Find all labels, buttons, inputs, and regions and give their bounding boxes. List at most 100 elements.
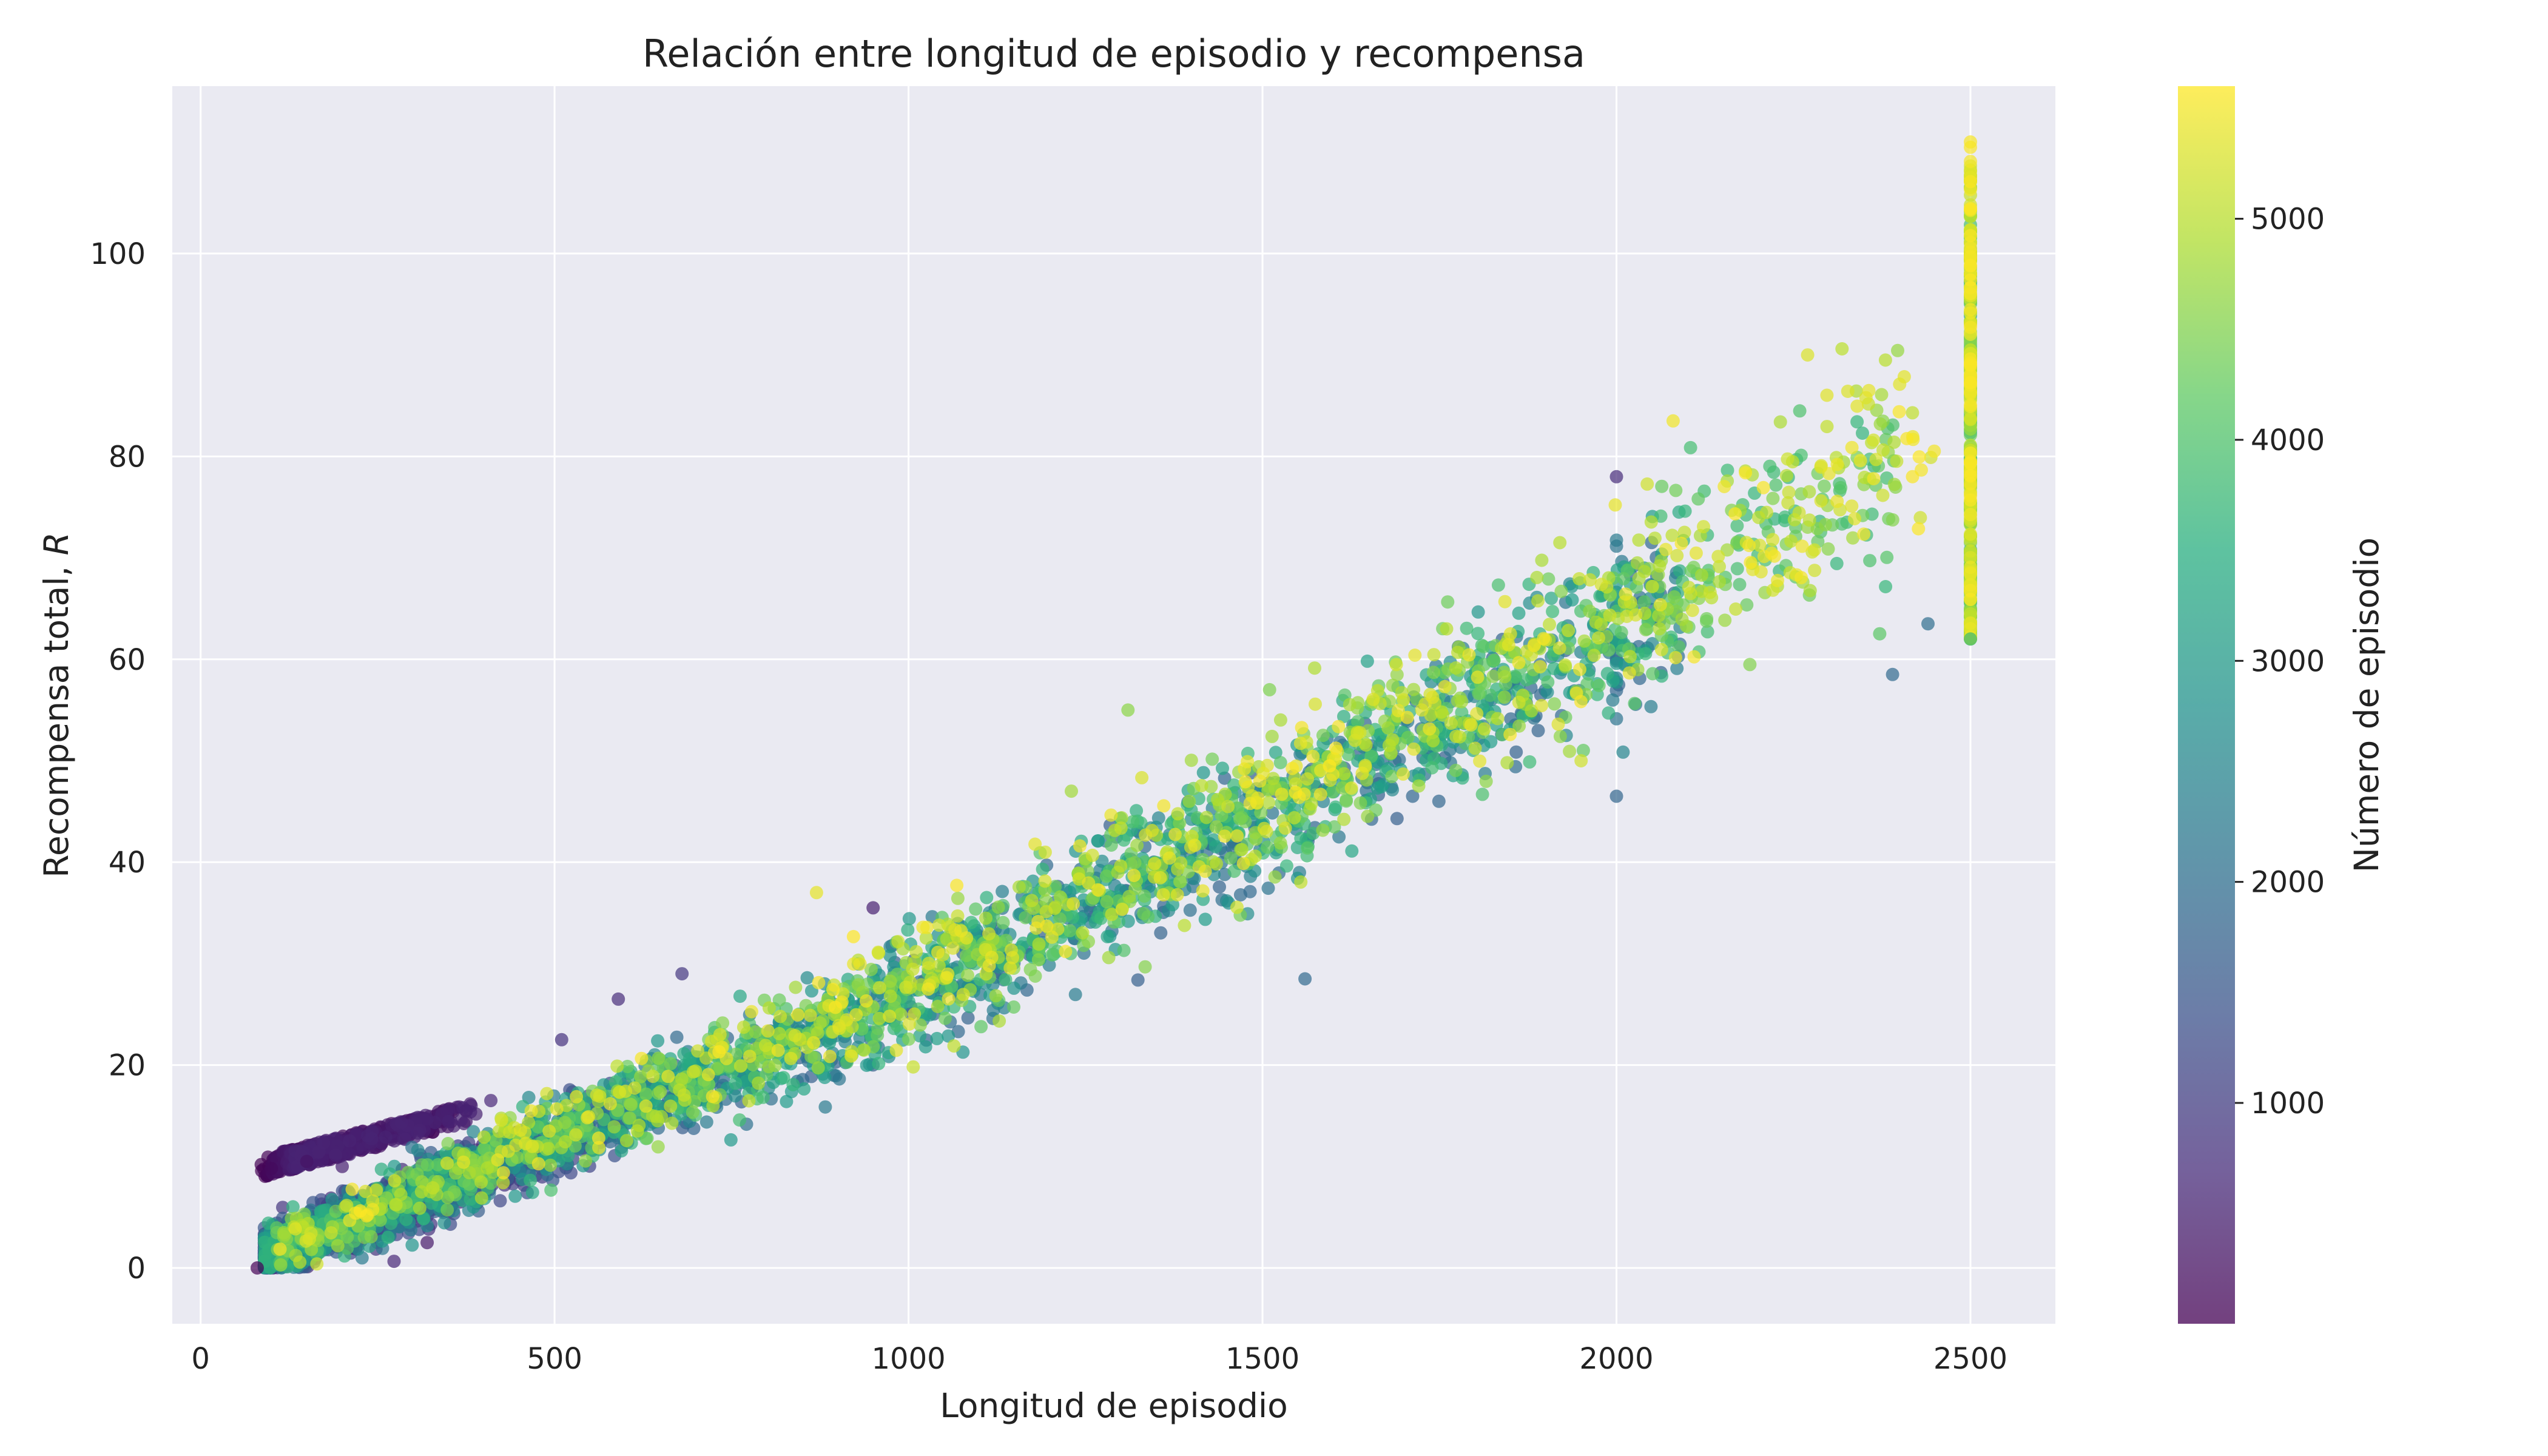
data-point [1279,859,1293,873]
data-point [1875,388,1889,402]
data-point [965,915,978,929]
data-point [621,1059,635,1073]
data-point [387,1255,401,1269]
data-point [1326,785,1340,799]
data-point [467,1125,480,1139]
data-point [1091,834,1105,848]
data-point [807,1051,821,1065]
data-point [1531,724,1545,738]
data-point [1406,789,1420,803]
data-point [1669,484,1683,497]
data-point [467,1153,481,1167]
data-point [1655,479,1669,493]
data-point [1576,744,1590,757]
data-point [484,1176,497,1190]
data-point [1654,509,1668,523]
data-point [286,1200,300,1214]
data-point [1007,981,1021,995]
data-point [462,1165,476,1179]
data-point [1211,793,1225,806]
data-point [871,1022,885,1036]
data-point [1684,440,1697,454]
data-point [1265,729,1279,743]
data-point [1472,687,1486,701]
data-point [1262,796,1276,810]
data-point [1850,415,1864,429]
data-point [1385,769,1399,783]
data-point [1181,865,1195,878]
data-point [918,1040,932,1054]
data-point [1032,937,1046,951]
data-point [1332,830,1346,844]
data-point [428,1116,442,1130]
data-point [1673,564,1687,578]
data-point [930,1031,944,1045]
data-point [1793,404,1807,418]
data-point [343,1134,357,1148]
data-point [1835,517,1849,531]
data-point [1491,578,1505,592]
data-point [1523,755,1537,769]
data-point [651,1140,665,1154]
data-point [1479,774,1493,788]
data-point [440,1104,454,1117]
data-point [1802,485,1816,499]
data-point [442,1114,456,1128]
data-point [1713,575,1727,588]
data-point [1818,479,1831,493]
data-point [1053,912,1067,926]
data-point [1095,854,1109,868]
data-point [777,1071,790,1085]
data-point [1773,415,1787,429]
data-point [1530,570,1544,584]
data-point [1166,898,1179,912]
data-point [1769,478,1783,492]
data-point [1063,924,1077,938]
data-point [1213,880,1226,894]
data-point [1637,595,1651,609]
data-point [413,1124,426,1138]
data-point [961,968,974,982]
data-point [1117,943,1131,957]
data-point [733,989,747,1003]
data-point [1879,580,1893,593]
data-point [902,1032,915,1046]
data-point [1639,622,1653,636]
data-point [818,1100,832,1114]
data-point [1856,426,1869,440]
data-point [1639,647,1653,661]
data-point [1045,948,1059,962]
data-point [1128,856,1142,870]
data-point [974,1020,988,1034]
data-point [1173,875,1187,889]
plot-area [172,86,2055,1324]
data-point [960,948,973,962]
data-point [1694,568,1708,582]
data-point [1455,695,1469,709]
data-point [894,1008,908,1022]
data-point [1441,595,1455,609]
data-point [1360,654,1374,668]
data-point [1130,838,1144,852]
data-point [1637,565,1651,579]
data-point [1583,604,1597,618]
data-point [1154,926,1168,940]
data-point [1487,653,1501,667]
data-point [1460,621,1474,635]
data-point [373,1213,387,1227]
data-point [1340,793,1353,807]
data-point [1602,643,1616,657]
data-point [1546,605,1560,618]
data-point [902,912,916,926]
data-point [379,1130,393,1144]
data-point [811,1061,825,1075]
data-point [1512,606,1526,620]
data-point [1381,721,1395,735]
data-point [716,1016,730,1030]
data-point [1370,781,1384,795]
data-point [786,1077,800,1091]
data-point [1646,667,1660,681]
data-point [872,1057,886,1071]
data-point [1554,584,1568,598]
data-point [456,1100,470,1114]
